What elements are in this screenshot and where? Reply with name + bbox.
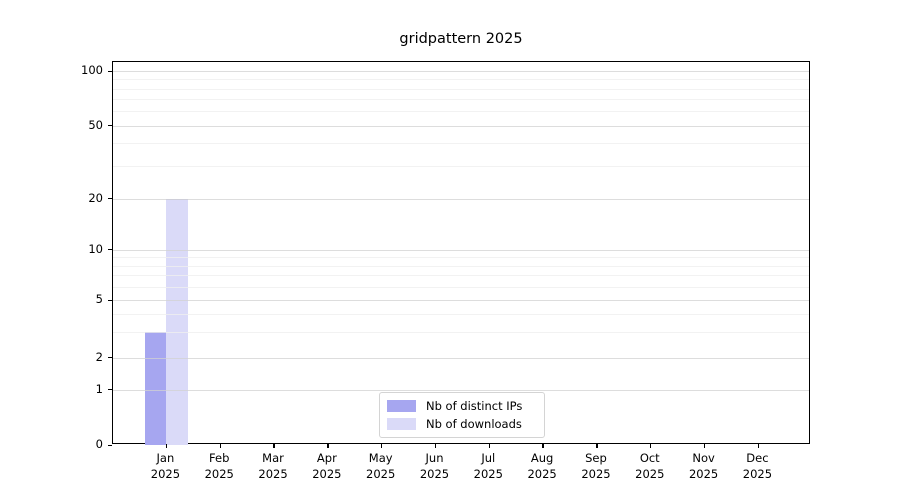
y-tick-label: 20 — [88, 190, 103, 205]
y-axis-tick — [108, 70, 112, 72]
y-gridline-minor — [113, 257, 809, 259]
y-axis-tick — [108, 125, 112, 127]
y-gridline-minor — [113, 314, 809, 315]
x-tick-label: Jul 2025 — [473, 451, 503, 481]
y-gridline-minor — [113, 111, 809, 113]
y-gridline-minor — [113, 166, 809, 168]
x-axis-tick — [380, 444, 383, 448]
x-tick-label: Oct 2025 — [635, 451, 665, 481]
y-gridline-major — [113, 71, 809, 72]
y-gridline-major — [113, 357, 809, 359]
x-axis-tick — [703, 444, 706, 448]
y-axis-tick — [108, 357, 112, 359]
y-gridline-minor — [113, 286, 809, 288]
y-tick-label: 100 — [81, 63, 103, 77]
y-axis-tick — [108, 389, 112, 391]
x-axis-tick — [488, 444, 490, 448]
x-axis-tick — [219, 444, 221, 448]
x-axis-tick — [273, 444, 275, 448]
plot-area: Nb of distinct IPs Nb of downloads — [108, 61, 810, 448]
x-tick-label: Apr 2025 — [312, 451, 342, 481]
x-axis-tick — [327, 444, 329, 448]
y-gridline-minor — [113, 332, 809, 334]
x-axis-tick — [165, 444, 168, 448]
legend-row: Nb of downloads — [387, 415, 537, 433]
y-gridline-minor — [113, 99, 809, 101]
x-tick-label: May 2025 — [366, 451, 396, 481]
legend-swatch-downloads — [387, 418, 416, 430]
y-gridline-minor — [113, 88, 809, 90]
y-gridline-minor — [113, 79, 809, 81]
x-tick-label: Jan 2025 — [150, 451, 181, 481]
y-tick-label: 0 — [95, 437, 103, 451]
y-axis-tick — [108, 198, 112, 200]
y-gridline-minor — [113, 275, 809, 277]
y-gridline-major — [113, 300, 809, 301]
x-axis-tick — [542, 444, 544, 448]
x-tick-label: Aug 2025 — [527, 451, 557, 481]
y-gridline-minor — [113, 265, 809, 267]
y-tick-label: 50 — [88, 117, 103, 132]
legend-swatch-distinct-ips — [387, 400, 416, 412]
y-gridline-minor — [113, 143, 809, 145]
y-gridline-major — [113, 389, 809, 391]
y-gridline-major — [113, 198, 809, 200]
x-tick-label: Nov 2025 — [688, 451, 719, 481]
y-axis-tick — [108, 299, 112, 301]
x-axis-tick — [596, 444, 598, 448]
x-axis-tick — [650, 444, 652, 448]
legend-row: Nb of distinct IPs — [387, 397, 537, 415]
y-gridline-major — [113, 249, 809, 251]
x-tick-label: Dec 2025 — [742, 451, 773, 481]
x-axis-tick — [757, 444, 760, 448]
chart-title: gridpattern 2025 — [399, 31, 523, 47]
x-tick-label: Sep 2025 — [581, 451, 611, 481]
y-gridline-major — [113, 125, 809, 127]
y-axis-tick — [108, 249, 112, 251]
x-tick-label: Jun 2025 — [419, 451, 450, 481]
legend-label-downloads: Nb of downloads — [426, 417, 522, 431]
y-tick-label: 10 — [88, 241, 103, 256]
x-tick-label: Feb 2025 — [204, 451, 234, 481]
y-axis-tick — [108, 444, 112, 446]
x-tick-label: Mar 2025 — [258, 451, 288, 481]
bar-downloads — [166, 198, 188, 445]
legend: Nb of distinct IPs Nb of downloads — [379, 392, 545, 438]
y-tick-label: 2 — [95, 349, 103, 364]
x-axis-tick — [434, 444, 437, 448]
legend-label-distinct-ips: Nb of distinct IPs — [426, 399, 523, 413]
y-tick-label: 1 — [95, 381, 103, 396]
y-tick-label: 5 — [95, 292, 103, 306]
